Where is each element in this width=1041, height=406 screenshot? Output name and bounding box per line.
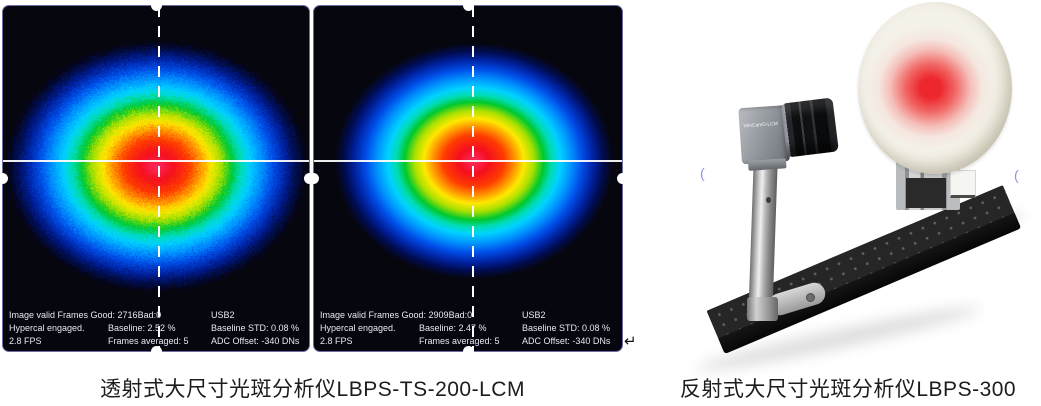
- status-row: Image valid Frames Good: 2909Bad:0 USB2: [319, 309, 620, 322]
- status-row: Image valid Frames Good: 2716Bad:0 USB2: [8, 309, 307, 322]
- status-frames: Image valid Frames Good: 2716Bad:0: [9, 310, 162, 320]
- status-frames-averaged: Frames averaged: 5: [419, 336, 500, 346]
- status-frames-averaged: Frames averaged: 5: [108, 336, 189, 346]
- roi-handle-left: [0, 173, 8, 184]
- status-baseline: Baseline: 2.52 %: [108, 323, 176, 333]
- status-adc-offset: ADC Offset: -340 DNs: [211, 336, 300, 346]
- beam-profiler-window-transmissive: Image valid Frames Good: 2716Bad:0 USB2 …: [0, 0, 315, 357]
- status-bar: Image valid Frames Good: 2716Bad:0 USB2 …: [8, 309, 307, 348]
- beam-profiler-window-reflective: Image valid Frames Good: 2909Bad:0 USB2 …: [308, 0, 628, 357]
- artifact-mark: (: [700, 165, 705, 181]
- mount-box: [950, 170, 976, 198]
- beam-profiling-camera: WinCamD-LCM: [725, 90, 850, 174]
- status-fps: 2.8 FPS: [9, 336, 42, 346]
- status-adc-offset: ADC Offset: -340 DNs: [522, 336, 611, 346]
- status-row: Hypercal engaged. Baseline: 2.47 % Basel…: [319, 322, 620, 335]
- status-baseline: Baseline: 2.47 %: [419, 323, 487, 333]
- status-baseline-std: Baseline STD: 0.08 %: [211, 323, 300, 333]
- clamp-hole: [806, 293, 815, 302]
- status-fps: 2.8 FPS: [320, 336, 353, 346]
- beam-display-area: Image valid Frames Good: 2909Bad:0 USB2 …: [313, 5, 623, 352]
- diffuser-screen-with-laser-spot: [858, 2, 1012, 174]
- status-row: 2.8 FPS Frames averaged: 5 ADC Offset: -…: [8, 335, 307, 348]
- caption-reflective-analyzer: 反射式大尺寸光斑分析仪LBPS-300: [679, 378, 1017, 401]
- product-photo-reflective-analyzer: WinCamD-LCM ( (: [648, 0, 1041, 378]
- status-row: 2.8 FPS Frames averaged: 5 ADC Offset: -…: [319, 335, 620, 348]
- crosshair-vertical-dashed-line: [472, 6, 474, 351]
- caption-transmissive-analyzer: 透射式大尺寸光斑分析仪LBPS-TS-200-LCM: [100, 378, 525, 401]
- return-mark: ↵: [624, 333, 637, 350]
- status-frames: Image valid Frames Good: 2909Bad:0: [320, 310, 473, 320]
- camera-label: WinCamD-LCM: [743, 121, 779, 130]
- camera-mount-foot: [747, 158, 787, 171]
- status-usb: USB2: [211, 310, 235, 320]
- status-baseline-std: Baseline STD: 0.08 %: [522, 323, 611, 333]
- screen-mount-shadow: [906, 178, 946, 208]
- roi-handle-bottom: [462, 346, 474, 357]
- crosshair-vertical-dashed-line: [158, 6, 160, 351]
- camera-lens: [780, 97, 839, 158]
- post-base-collar: [747, 297, 778, 321]
- roi-handle-left: [308, 173, 319, 184]
- status-row: Hypercal engaged. Baseline: 2.52 % Basel…: [8, 322, 307, 335]
- beam-display-area: Image valid Frames Good: 2716Bad:0 USB2 …: [2, 5, 310, 352]
- artifact-mark: (: [1014, 167, 1019, 183]
- crosshair-horizontal-line: [3, 160, 309, 162]
- status-bar: Image valid Frames Good: 2909Bad:0 USB2 …: [319, 309, 620, 348]
- roi-handle-right: [617, 173, 628, 184]
- status-hypercal: Hypercal engaged.: [320, 323, 396, 333]
- roi-handle-top: [150, 0, 162, 11]
- status-hypercal: Hypercal engaged.: [9, 323, 85, 333]
- roi-handle-bottom: [150, 346, 162, 357]
- status-usb: USB2: [522, 310, 546, 320]
- laser-beam-spot: [3, 38, 303, 288]
- crosshair-horizontal-line: [314, 160, 622, 162]
- post-hole: [766, 197, 771, 203]
- roi-handle-top: [462, 0, 474, 11]
